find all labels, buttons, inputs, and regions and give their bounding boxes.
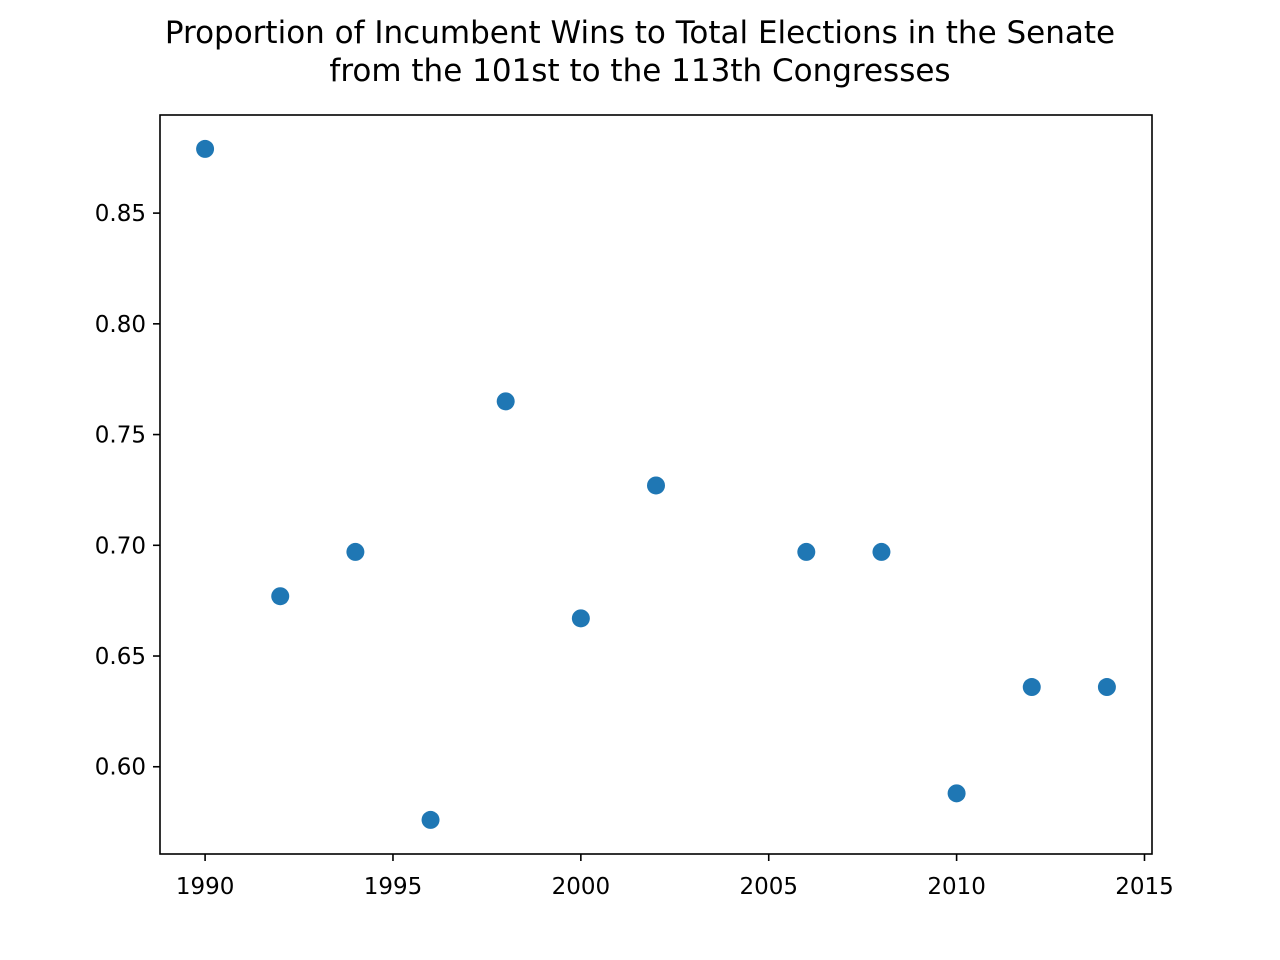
data-point <box>496 392 515 411</box>
data-point <box>647 476 665 495</box>
y-tick-label: 0.65 <box>95 644 146 670</box>
data-point <box>421 810 440 829</box>
x-tick-label: 2005 <box>739 874 798 900</box>
data-points <box>196 139 1116 829</box>
y-tick-label: 0.85 <box>95 201 146 227</box>
plot-area-frame <box>159 114 1153 855</box>
data-point <box>346 542 365 561</box>
x-tick-label: 2010 <box>927 874 986 900</box>
data-point <box>872 542 891 561</box>
y-tick-label: 0.60 <box>95 755 146 781</box>
y-tick-label: 0.70 <box>95 533 146 559</box>
x-tick-label: 1990 <box>176 874 235 900</box>
data-point <box>1022 678 1041 697</box>
data-point <box>797 542 816 561</box>
data-point <box>1097 678 1116 697</box>
data-point <box>947 784 966 803</box>
axis-ticks: 1990 1995 2000 2005 2010 2015 0.60 0.65 0.70 0.75… <box>95 201 1174 900</box>
chart-title-line-2: from the 101st to the 113th Congresses <box>329 53 951 89</box>
data-point <box>271 587 290 606</box>
data-point <box>571 609 590 628</box>
chart-title-line-1: Proportion of Incumbent Wins to Total El… <box>164 15 1116 51</box>
data-point <box>196 139 215 158</box>
x-tick-label: 2015 <box>1115 874 1174 900</box>
y-tick-label: 0.75 <box>95 423 146 449</box>
x-tick-label: 1995 <box>364 874 423 900</box>
y-tick-label: 0.80 <box>95 312 146 338</box>
x-tick-label: 2000 <box>552 874 611 900</box>
